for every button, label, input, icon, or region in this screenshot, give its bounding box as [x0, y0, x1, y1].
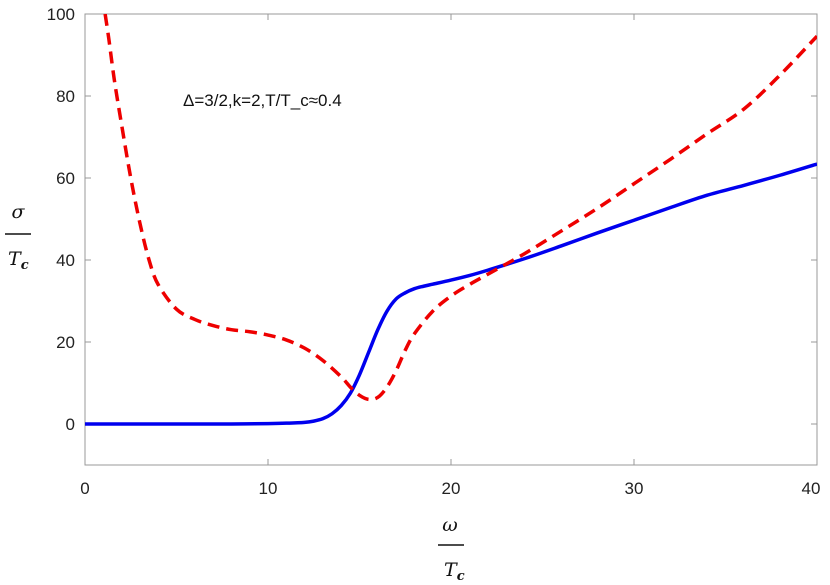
x-axis-label-bottom-sub: c — [457, 569, 465, 584]
x-axis-label-bottom-main: T — [444, 559, 458, 581]
y-tick-label: 20 — [56, 333, 75, 352]
y-tick-label: 80 — [56, 87, 75, 106]
y-tick-label: 40 — [56, 251, 75, 270]
y-tick-label: 60 — [56, 169, 75, 188]
y-tick-label: 0 — [66, 415, 75, 434]
x-tick-label: 0 — [80, 479, 89, 498]
x-axis-label-top: ω — [442, 514, 458, 536]
y-axis-label-bottom-sub: c — [21, 258, 29, 273]
y-axis-label-bottom-main: T — [8, 248, 22, 270]
series-line-1 — [103, 14, 817, 402]
chart-annotation: Δ=3/2,k=2,T/T_c≈0.4 — [183, 91, 342, 110]
x-tick-label: 30 — [625, 479, 644, 498]
x-tick-label: 20 — [442, 479, 461, 498]
series-line-0 — [85, 162, 817, 426]
y-axis-label-bottom: Tc — [8, 248, 29, 273]
x-tick-label: 40 — [802, 479, 821, 498]
x-axis-label-bottom: Tc — [444, 559, 465, 584]
series-layer — [85, 14, 817, 426]
y-axis-ticks: 0 20 40 60 80 100 — [47, 5, 817, 434]
x-axis-ticks: 0 10 20 30 40 — [80, 14, 820, 498]
x-tick-label: 10 — [259, 479, 278, 498]
plot-frame — [84, 13, 818, 466]
y-axis-label-top: σ — [12, 201, 26, 223]
y-tick-label: 100 — [47, 5, 75, 24]
